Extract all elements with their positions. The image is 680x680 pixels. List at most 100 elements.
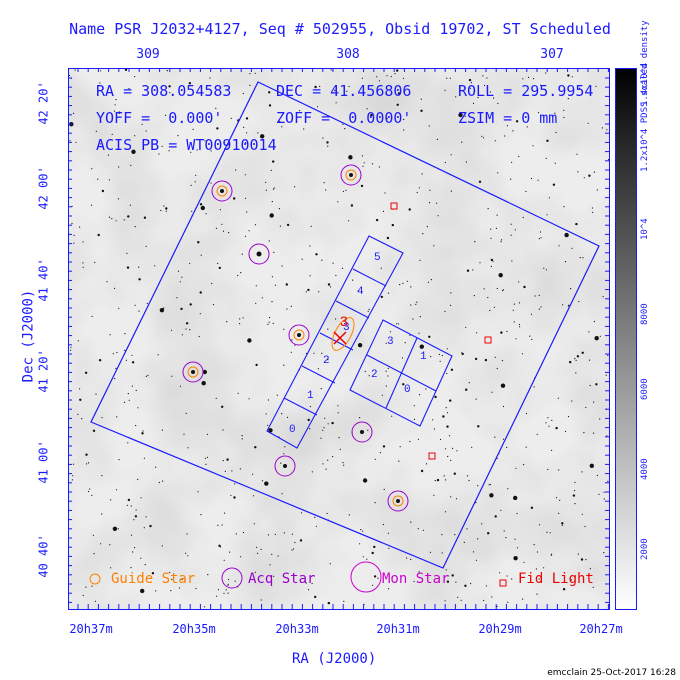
background-star	[551, 449, 553, 451]
chip-divider	[352, 268, 387, 287]
background-star	[444, 479, 447, 481]
background-star	[387, 532, 389, 534]
background-star	[457, 596, 459, 599]
background-star	[500, 509, 502, 511]
background-star	[416, 191, 418, 194]
background-star	[599, 418, 601, 420]
background-star	[470, 82, 472, 84]
background-star	[469, 87, 472, 89]
background-star	[430, 279, 432, 281]
background-star	[260, 134, 265, 139]
background-star	[97, 178, 99, 180]
background-star	[224, 470, 226, 472]
background-star	[562, 588, 566, 591]
background-star	[530, 506, 534, 509]
background-star	[134, 547, 136, 549]
background-star	[158, 153, 160, 155]
background-star	[588, 331, 590, 333]
fid-light-legend-icon	[499, 579, 507, 587]
background-star	[327, 601, 330, 605]
top-tick-308: 308	[336, 47, 360, 62]
background-star	[114, 287, 116, 289]
background-star	[546, 214, 548, 216]
background-star	[538, 308, 540, 310]
background-star	[284, 446, 286, 448]
background-star	[581, 513, 583, 515]
background-star	[433, 245, 435, 247]
background-star	[526, 126, 528, 128]
background-star	[514, 229, 516, 231]
background-star	[290, 351, 292, 353]
background-star	[492, 260, 494, 262]
background-star	[362, 165, 364, 167]
background-star	[261, 480, 264, 482]
background-star	[106, 142, 108, 144]
background-star	[126, 266, 130, 269]
background-star	[438, 353, 440, 356]
background-star	[450, 190, 452, 192]
background-star	[163, 205, 165, 207]
background-star	[406, 557, 408, 559]
background-star	[529, 335, 531, 337]
background-star	[494, 515, 497, 518]
background-star	[599, 335, 601, 337]
colorbar-tick: 4000	[640, 458, 650, 480]
background-star	[445, 569, 447, 571]
background-star	[488, 484, 490, 486]
background-star	[410, 304, 412, 306]
background-star	[228, 578, 230, 581]
dec-readout: DEC = 41.456806	[276, 82, 412, 100]
background-star	[267, 399, 269, 401]
background-star	[551, 553, 553, 555]
background-star	[387, 367, 389, 369]
field-of-view-outline	[90, 81, 600, 569]
background-star	[268, 104, 272, 107]
background-star	[246, 211, 248, 213]
bottom-tick-20h35m: 20h35m	[172, 622, 216, 636]
background-star	[281, 265, 283, 267]
background-star	[421, 110, 423, 112]
background-star	[255, 302, 257, 304]
background-star	[260, 548, 262, 550]
background-star	[450, 368, 454, 371]
background-star	[501, 360, 503, 362]
background-star	[578, 300, 580, 303]
background-star	[242, 317, 244, 319]
background-star	[554, 162, 556, 164]
background-star	[367, 310, 369, 312]
background-star	[419, 316, 421, 318]
background-star	[316, 106, 319, 108]
background-star	[163, 307, 165, 309]
chip-divider	[301, 365, 336, 384]
credit-line: emcclain 25-Oct-2017 16:28	[547, 668, 676, 678]
background-star	[324, 417, 326, 419]
background-star	[320, 388, 322, 390]
background-star	[442, 415, 445, 418]
background-star	[99, 82, 101, 84]
background-star	[521, 353, 524, 355]
background-star	[221, 524, 223, 526]
background-star	[493, 306, 495, 308]
background-star	[72, 112, 75, 114]
background-star	[489, 483, 491, 486]
background-star	[378, 80, 380, 82]
background-star	[583, 432, 585, 434]
background-star	[426, 226, 428, 228]
background-star	[582, 257, 584, 259]
background-star	[140, 557, 142, 559]
background-star	[81, 418, 83, 420]
background-star	[199, 291, 202, 294]
background-star	[137, 478, 139, 480]
background-star	[146, 302, 148, 304]
background-star	[79, 398, 82, 401]
guide-star-legend: Guide Star	[111, 571, 196, 587]
background-star	[245, 117, 249, 120]
background-star	[339, 448, 341, 450]
background-star	[510, 223, 512, 225]
background-star	[475, 559, 477, 561]
x-axis-title: RA (J2000)	[292, 651, 377, 667]
background-star	[557, 397, 559, 399]
background-star	[482, 75, 484, 77]
background-star	[564, 261, 567, 263]
background-star	[444, 448, 447, 450]
